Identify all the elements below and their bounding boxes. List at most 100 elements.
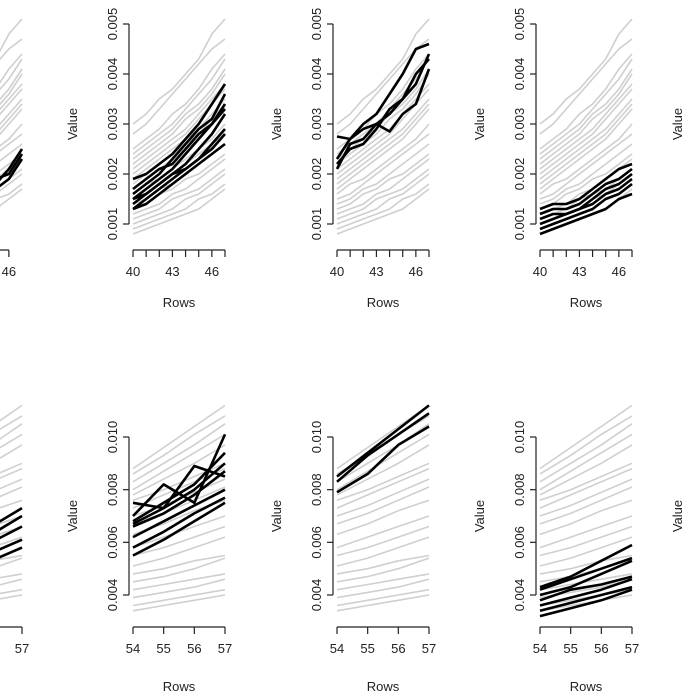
background-series-line	[0, 73, 23, 106]
highlight-series-line	[132, 108, 226, 191]
background-series-line	[539, 467, 633, 509]
x-tick-label: 43	[165, 264, 179, 279]
y-tick-label: 0.004	[512, 58, 527, 91]
background-series-line	[539, 515, 633, 549]
x-axis-title: Rows	[163, 295, 196, 310]
x-tick-label: 57	[422, 641, 436, 656]
highlight-series-line	[132, 462, 226, 526]
panel-top-2: 0.001 0.002 0.003 0.004 0.005 Value 40 43 46 Rows	[269, 8, 431, 310]
background-series-line	[539, 38, 633, 135]
panel-bottom-1: 0.004 0.006 0.008 0.010 Value 54 55 56 57 Rows	[65, 404, 232, 694]
panel-bottom-2: 0.004 0.006 0.008 0.010 Value 54 55 56 57 Rows	[269, 404, 436, 694]
y-tick-label: 0.008	[309, 473, 324, 506]
y-tick-label: 0.003	[512, 108, 527, 141]
highlight-series-line	[132, 83, 227, 181]
highlight-series-line	[539, 192, 633, 236]
panel-top-left-partial: 46	[0, 18, 24, 279]
background-series-line	[132, 557, 226, 583]
highlight-series-line	[132, 496, 226, 549]
y-tick-label: 0.006	[105, 526, 120, 559]
x-tick-label: 57	[218, 641, 232, 656]
x-tick-label: 54	[330, 641, 344, 656]
y-tick-label: 0.003	[309, 108, 324, 141]
background-series-line	[336, 108, 430, 190]
background-series-line	[539, 444, 633, 496]
background-series-line	[0, 467, 23, 479]
background-series-line	[336, 536, 430, 567]
background-series-line	[132, 188, 226, 235]
background-series-line	[132, 554, 226, 575]
highlight-series-line	[335, 68, 431, 170]
background-series-line	[539, 18, 633, 125]
background-series-line	[336, 467, 430, 509]
background-series-line	[132, 73, 226, 165]
background-series-line	[132, 423, 226, 483]
x-axis-title: Rows	[570, 679, 603, 694]
background-series-line	[0, 188, 23, 207]
x-tick-label: 56	[594, 641, 608, 656]
y-tick-label: 0.004	[512, 579, 527, 612]
background-series-line	[336, 133, 430, 200]
background-series-line	[0, 433, 23, 449]
highlight-series-line	[539, 575, 633, 602]
background-series-line	[0, 578, 23, 586]
background-series-line	[0, 183, 23, 199]
background-series-line	[539, 554, 633, 575]
x-axis-title: Rows	[163, 679, 196, 694]
highlight-series-line	[539, 556, 633, 591]
background-series-line	[336, 183, 430, 230]
background-series-line	[0, 103, 23, 131]
highlight-series-line	[0, 525, 23, 540]
highlight-series-line	[539, 167, 633, 216]
x-tick-label: 55	[563, 641, 577, 656]
background-series-line	[0, 486, 23, 498]
background-series-line	[0, 38, 23, 61]
background-series-line	[539, 423, 633, 483]
background-series-line	[539, 58, 633, 155]
background-series-line	[0, 88, 23, 116]
highlight-series-line	[0, 546, 23, 559]
background-series-line	[0, 525, 23, 535]
background-series-line	[539, 133, 633, 200]
background-series-line	[0, 423, 23, 440]
background-series-line	[539, 68, 633, 160]
background-series-line	[539, 153, 633, 210]
background-series-line	[336, 594, 430, 612]
background-series-line	[0, 18, 23, 53]
background-series-line	[336, 478, 430, 517]
background-series-line	[132, 594, 226, 612]
x-tick-label: 57	[15, 641, 29, 656]
background-series-line	[0, 478, 23, 490]
background-series-line	[539, 404, 633, 470]
x-tick-label: 55	[360, 641, 374, 656]
background-series-line	[132, 444, 226, 496]
background-series-line	[132, 578, 226, 599]
background-series-line	[336, 158, 430, 215]
background-series-line	[0, 173, 23, 192]
y-tick-label: 0.001	[309, 208, 324, 241]
panel-top-1: 0.001 0.002 0.003 0.004 0.005 Value 40 43 46 Rows	[65, 8, 227, 310]
highlight-series-line	[336, 404, 430, 478]
background-series-line	[336, 433, 430, 491]
x-tick-label: 46	[205, 264, 219, 279]
y-tick-label: 0.005	[309, 8, 324, 41]
highlight-series-line	[539, 177, 633, 226]
background-series-line	[0, 68, 23, 101]
background-series-line	[336, 83, 430, 170]
highlight-series-line	[539, 559, 633, 597]
background-series-line	[0, 515, 23, 525]
highlight-series-line	[0, 506, 23, 523]
highlight-series-line	[0, 153, 24, 179]
background-series-line	[132, 58, 226, 155]
background-series-line	[336, 588, 430, 607]
highlight-series-line	[0, 514, 23, 531]
background-series-line	[0, 98, 23, 126]
background-series-line	[336, 557, 430, 583]
background-series-line	[539, 123, 633, 195]
background-series-line	[132, 38, 226, 135]
highlight-series-line	[539, 162, 633, 211]
background-series-line	[0, 143, 23, 162]
background-series-line	[0, 444, 23, 460]
background-series-line	[539, 108, 633, 190]
